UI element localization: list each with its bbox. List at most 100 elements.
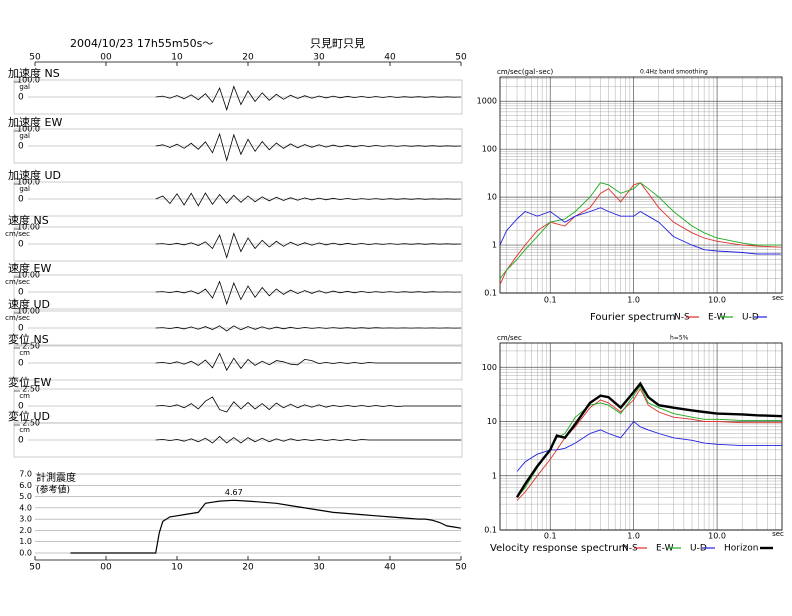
legend-title: Velocity response spectrum (490, 543, 628, 554)
unit-label: cm/sec (497, 334, 522, 342)
legend-label: Horizon (724, 544, 758, 554)
series-line (516, 420, 782, 472)
series-line (516, 387, 782, 501)
unit-label: cm (19, 349, 30, 357)
x-tick-label: 20 (242, 563, 254, 573)
legend-label: E-W (708, 313, 726, 323)
x-tick-label: 10 (171, 53, 183, 63)
zero-label: 0 (18, 436, 24, 446)
series-line (515, 381, 783, 498)
unit-label: cm/sec(gal･sec) (497, 68, 554, 76)
panel-title: 加速度 UD (8, 168, 61, 182)
waveform-trace (155, 192, 462, 207)
legend-label: U-D (690, 544, 707, 554)
scale-label: 100.0 (17, 76, 40, 85)
panel-title: 加速度 EW (8, 115, 62, 129)
y-tick-label: 100 (482, 363, 497, 372)
axis-label: sec (772, 294, 784, 302)
x-tick-label: 50 (29, 563, 41, 573)
y-tick-label: 0.1 (484, 526, 497, 535)
x-tick-label: 20 (242, 53, 254, 63)
panel-title: 変位 EW (8, 375, 51, 389)
y-tick-label: 4.0 (19, 503, 32, 512)
waveform-trace (155, 280, 462, 306)
panel-title: 速度 EW (8, 261, 51, 275)
zero-label: 0 (18, 324, 24, 334)
scale-label: 100.0 (17, 125, 40, 134)
x-tick-label: 0.1 (544, 532, 557, 541)
y-tick-label: 10 (487, 193, 497, 202)
x-tick-label: 1.0 (627, 532, 640, 541)
x-tick-label: 50 (455, 53, 467, 63)
zero-label: 0 (18, 142, 24, 152)
unit-label: cm/sec (5, 314, 30, 322)
unit-label: gal (19, 132, 30, 140)
note: h=5% (670, 335, 689, 342)
x-tick-label: 1.0 (627, 296, 640, 305)
chart-subtitle: (参考値) (36, 484, 70, 496)
unit-label: gal (19, 185, 30, 193)
x-tick-label: 30 (313, 53, 325, 63)
waveform-trace (155, 85, 462, 112)
panel-title: 加速度 NS (8, 66, 60, 80)
x-tick-label: 40 (384, 53, 396, 63)
chart-title: 計測震度 (36, 471, 76, 484)
unit-label: cm/sec (5, 230, 30, 238)
scale-label: 10.00 (17, 223, 40, 232)
zero-label: 0 (18, 195, 24, 205)
unit-label: cm (19, 426, 30, 434)
zero-label: 0 (18, 288, 24, 298)
plot-frame (499, 342, 783, 531)
y-tick-label: 100 (482, 145, 497, 154)
panel-title: 速度 NS (8, 213, 49, 227)
y-tick-label: 1 (492, 471, 497, 480)
waveform-trace (155, 396, 461, 413)
waveform-trace (155, 352, 461, 372)
y-tick-label: 1000 (477, 97, 497, 106)
x-tick-label: 40 (384, 563, 396, 573)
scale-label: 10.00 (17, 307, 40, 316)
waveform-trace (155, 435, 461, 444)
scale-label: 10.00 (17, 271, 40, 280)
plot-frame (499, 76, 783, 294)
series-line (499, 182, 781, 279)
x-tick-label: 00 (100, 563, 112, 573)
note: 0.4Hz band smoothing (640, 69, 708, 76)
y-tick-label: 0.0 (19, 549, 32, 558)
y-tick-label: 2.0 (19, 526, 32, 535)
scale-label: 2.50 (22, 385, 40, 394)
intensity-line (70, 499, 462, 554)
axis-label: sec (772, 530, 784, 538)
waveform-trace (155, 132, 462, 162)
x-tick-label: 50 (29, 53, 41, 63)
y-tick-label: 7.0 (19, 470, 32, 479)
zero-label: 0 (18, 240, 24, 250)
scale-label: 2.50 (22, 419, 40, 428)
unit-label: cm/sec (5, 278, 30, 286)
y-tick-label: 6.0 (19, 481, 32, 490)
y-tick-label: 0.1 (484, 289, 497, 298)
unit-label: cm (19, 392, 30, 400)
legend-label: N-S (674, 313, 690, 323)
x-tick-label: 00 (100, 53, 112, 63)
x-tick-label: 10 (171, 563, 183, 573)
zero-label: 0 (18, 402, 24, 412)
zero-label: 0 (18, 359, 24, 369)
series-line (499, 207, 781, 255)
legend-label: N-S (622, 544, 638, 554)
record-time: 2004/10/23 17h55m50s～ (70, 37, 213, 50)
waveform-trace (155, 232, 462, 259)
legend-title: Fourier spectrum (590, 312, 676, 323)
station-name: 只見町只見 (310, 37, 365, 50)
y-tick-label: 3.0 (19, 515, 32, 524)
x-tick-label: 10.0 (708, 532, 726, 541)
zero-label: 0 (18, 93, 24, 103)
scale-label: 100.0 (17, 178, 40, 187)
annotation: 4.67 (225, 488, 243, 497)
y-tick-label: 1 (492, 241, 497, 250)
x-tick-label: 30 (313, 563, 325, 573)
panel-title: 速度 UD (8, 297, 50, 311)
x-tick-label: 50 (455, 563, 467, 573)
